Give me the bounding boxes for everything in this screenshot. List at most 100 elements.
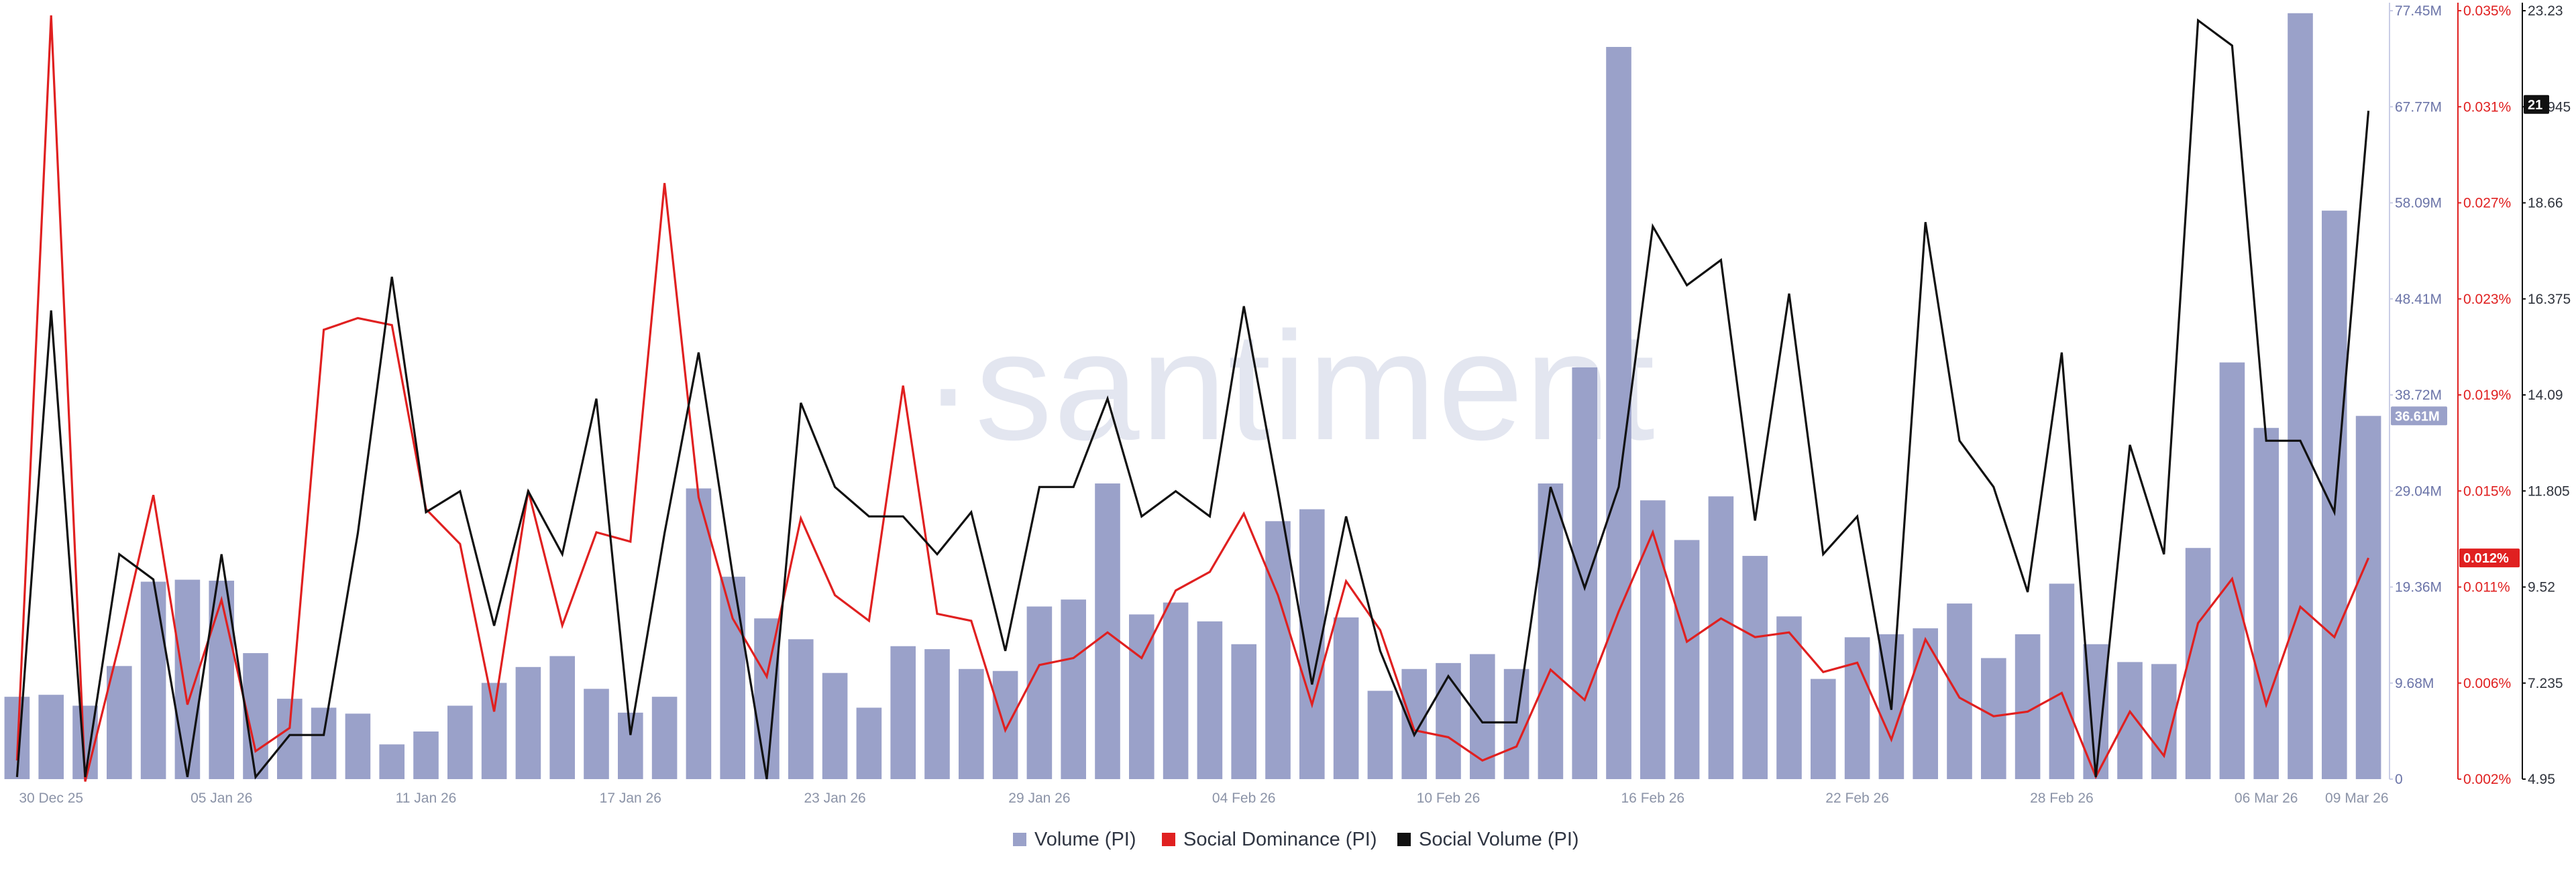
social-volume-axis-tick-label: 11.805 bbox=[2528, 483, 2570, 499]
volume-bar bbox=[1026, 606, 1053, 779]
volume-bar bbox=[992, 670, 1018, 779]
social-volume-axis-tick-label: 7.235 bbox=[2528, 676, 2563, 691]
volume-axis-tick-label: 38.72M bbox=[2395, 388, 2442, 403]
volume-bar bbox=[1606, 47, 1631, 780]
social-volume-axis-tick-label: 9.52 bbox=[2528, 580, 2555, 595]
volume-bar bbox=[1503, 668, 1529, 779]
volume-bar bbox=[1538, 483, 1564, 779]
volume-axis-tick-label: 29.04M bbox=[2395, 483, 2442, 499]
volume-bar bbox=[720, 577, 745, 779]
social-volume-axis-tick-label: 18.66 bbox=[2528, 196, 2563, 211]
volume-bar bbox=[515, 666, 541, 779]
social-volume-line bbox=[15, 18, 2370, 780]
social-dominance-axis-tick-label: 0.002% bbox=[2463, 772, 2511, 787]
social-dominance-line bbox=[15, 15, 2370, 782]
volume-bar bbox=[618, 712, 643, 779]
social-dominance-current-badge-bg bbox=[2459, 548, 2520, 568]
social-dominance-axis-tick-label: 0.011% bbox=[2463, 580, 2510, 595]
volume-axis-tick-label: 58.09M bbox=[2395, 196, 2442, 211]
volume-bar bbox=[1776, 616, 1802, 779]
volume-bar bbox=[1197, 621, 1223, 779]
x-tick-label: 16 Feb 26 bbox=[1621, 791, 1685, 806]
volume-current-badge-bg bbox=[2391, 406, 2447, 426]
volume-bar bbox=[140, 581, 166, 779]
x-tick-label: 09 Mar 26 bbox=[2325, 791, 2389, 806]
volume-bar bbox=[890, 646, 916, 779]
legend-swatch bbox=[1397, 833, 1411, 846]
volume-bar bbox=[2253, 428, 2279, 779]
x-tick-label: 05 Jan 26 bbox=[191, 791, 252, 806]
volume-bar bbox=[379, 744, 405, 779]
volume-bars bbox=[4, 13, 2381, 780]
x-axis-ticks: 30 Dec 25 05 Jan 26 11 Jan 26 17 Jan 26 23 J… bbox=[19, 791, 2388, 806]
social-dominance-axis-tick-label: 0.031% bbox=[2463, 99, 2511, 115]
volume-axis-tick-label: 77.45M bbox=[2395, 3, 2442, 19]
volume-bar bbox=[311, 707, 337, 779]
social-volume-axis-tick-label: 23.23 bbox=[2528, 3, 2563, 19]
x-tick-label: 17 Jan 26 bbox=[600, 791, 661, 806]
volume-bar bbox=[2049, 583, 2075, 779]
social-dominance-axis-tick-label: 0.035% bbox=[2463, 3, 2511, 19]
legend-label: Social Volume (PI) bbox=[1419, 829, 1579, 850]
volume-bar bbox=[549, 656, 575, 779]
series-lines bbox=[15, 15, 2370, 782]
social-dominance-axis-tick-label: 0.023% bbox=[2463, 292, 2511, 307]
volume-axis-tick-label: 0 bbox=[2395, 772, 2403, 787]
volume-bar bbox=[822, 673, 848, 779]
x-tick-label: 30 Dec 25 bbox=[19, 791, 83, 806]
volume-bar bbox=[1470, 654, 1495, 779]
volume-axis-tick-label: 19.36M bbox=[2395, 580, 2442, 595]
current-value-badges: 36.61M 0.012% 21 bbox=[2391, 95, 2549, 568]
legend-label: Social Dominance (PI) bbox=[1183, 829, 1377, 850]
volume-bar bbox=[1913, 628, 1938, 779]
x-tick-label: 04 Feb 26 bbox=[1212, 791, 1276, 806]
volume-bar bbox=[447, 705, 473, 779]
x-tick-label: 28 Feb 26 bbox=[2030, 791, 2094, 806]
social-volume-axis-tick-label: 14.09 bbox=[2528, 388, 2563, 403]
volume-bar bbox=[584, 689, 609, 779]
social-dominance-current-badge-text: 0.012% bbox=[2463, 551, 2509, 566]
volume-bar bbox=[1947, 603, 1972, 779]
volume-bar bbox=[1401, 668, 1427, 779]
legend-label: Volume (PI) bbox=[1034, 829, 1136, 850]
volume-bar bbox=[651, 697, 678, 779]
volume-bar bbox=[1708, 496, 1734, 779]
social-volume-axis-tick-label: 16.375 bbox=[2528, 292, 2571, 307]
volume-bar bbox=[1844, 637, 1870, 779]
volume-bar bbox=[959, 668, 984, 779]
volume-bar bbox=[481, 683, 507, 779]
volume-bar bbox=[1265, 521, 1291, 779]
volume-bar bbox=[107, 666, 132, 779]
x-tick-label: 29 Jan 26 bbox=[1008, 791, 1070, 806]
legend-swatch bbox=[1162, 833, 1175, 846]
volume-bar bbox=[1333, 617, 1359, 779]
volume-bar bbox=[1742, 556, 1768, 779]
legend: Volume (PI) Social Dominance (PI) Social V… bbox=[1013, 829, 1579, 850]
volume-bar bbox=[1572, 367, 1597, 779]
x-tick-label: 10 Feb 26 bbox=[1417, 791, 1481, 806]
volume-bar bbox=[924, 649, 950, 779]
volume-bar bbox=[1811, 679, 1836, 779]
social-volume-current-badge-bg bbox=[2524, 95, 2549, 114]
social-dominance-axis-tick-label: 0.006% bbox=[2463, 676, 2511, 691]
volume-bar bbox=[2117, 662, 2143, 779]
volume-bar bbox=[1674, 540, 1700, 779]
volume-bar bbox=[2219, 362, 2245, 779]
volume-bar bbox=[2288, 13, 2313, 779]
volume-bar bbox=[1436, 662, 1461, 779]
volume-bar bbox=[277, 699, 303, 779]
volume-bar bbox=[2355, 416, 2381, 779]
volume-bar bbox=[788, 639, 814, 779]
social-dominance-axis-tick-label: 0.019% bbox=[2463, 388, 2511, 403]
volume-bar bbox=[345, 713, 371, 779]
x-tick-label: 22 Feb 26 bbox=[1825, 791, 1889, 806]
watermark-text: ·santiment bbox=[922, 300, 1656, 472]
volume-axis-tick-label: 67.77M bbox=[2395, 99, 2442, 115]
legend-swatch bbox=[1013, 833, 1026, 846]
x-tick-label: 06 Mar 26 bbox=[2235, 791, 2298, 806]
volume-axis-tick-label: 48.41M bbox=[2395, 292, 2442, 307]
social-dominance-axis-tick-label: 0.015% bbox=[2463, 483, 2511, 499]
volume-bar bbox=[413, 731, 439, 779]
